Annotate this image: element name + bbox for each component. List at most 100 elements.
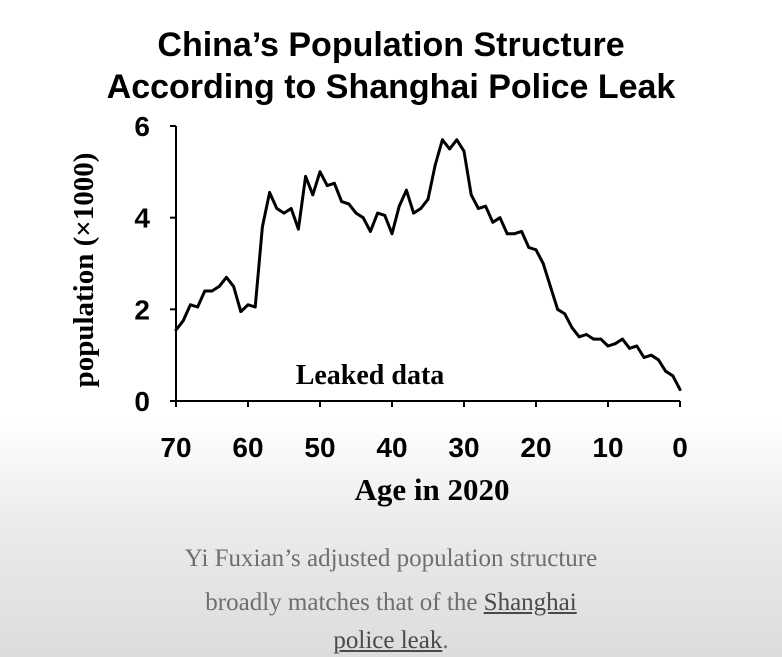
data-point <box>498 216 502 220</box>
data-point <box>635 344 639 348</box>
data-point <box>397 204 401 208</box>
data-point <box>268 191 271 194</box>
data-point <box>340 200 343 204</box>
caption-line-1: Yi Fuxian’s adjusted population structur… <box>184 545 598 572</box>
chart-ticks: 0 2 4 6 70 60 50 40 30 20 10 0 <box>134 111 687 463</box>
data-point <box>657 358 660 362</box>
x-tick-label: 60 <box>232 432 263 463</box>
data-point <box>599 337 603 341</box>
chart-title-line-1: China’s Population Structure <box>157 26 625 64</box>
data-point <box>527 246 531 249</box>
y-tick-label: 0 <box>134 386 150 417</box>
data-point <box>289 207 293 210</box>
x-axis-label: Age in 2020 <box>355 472 510 507</box>
data-point <box>426 197 430 201</box>
data-point <box>664 369 667 373</box>
data-point <box>433 163 437 167</box>
data-point <box>448 147 451 151</box>
data-point <box>217 285 221 288</box>
data-point <box>189 303 192 307</box>
data-point <box>261 225 264 229</box>
data-point <box>174 328 178 332</box>
data-point <box>412 211 415 215</box>
x-tick-label: 10 <box>592 432 623 463</box>
chart-title-line-2: According to Shanghai Police Leak <box>106 68 676 106</box>
data-point <box>484 204 487 208</box>
data-point <box>253 305 257 309</box>
data-point <box>642 356 646 359</box>
data-point <box>534 248 538 252</box>
data-point <box>678 388 682 391</box>
data-point <box>577 335 581 339</box>
data-point <box>613 342 617 346</box>
data-point <box>383 213 387 217</box>
x-tick-label: 70 <box>160 432 191 463</box>
y-tick-label: 4 <box>134 203 150 234</box>
data-point <box>469 193 473 197</box>
data-point <box>325 184 329 187</box>
data-point <box>354 211 358 215</box>
y-tick-label: 2 <box>134 294 150 325</box>
data-point <box>441 138 444 142</box>
caption-line-3: police leak. <box>0 628 782 653</box>
leaked-data-annotation: Leaked data <box>296 360 445 391</box>
data-point <box>585 333 588 336</box>
data-point <box>671 374 675 378</box>
shanghai-link[interactable]: Shanghai <box>483 589 577 616</box>
x-tick-label: 30 <box>448 432 479 463</box>
data-point <box>210 289 214 293</box>
data-point <box>462 149 466 153</box>
caption-period: . <box>442 627 449 654</box>
data-point <box>203 289 207 293</box>
data-point <box>304 175 307 178</box>
x-tick-label: 50 <box>304 432 335 463</box>
data-point <box>318 170 322 174</box>
data-point <box>297 227 300 231</box>
data-point <box>556 307 559 311</box>
data-point <box>405 188 408 192</box>
data-point <box>225 275 228 279</box>
data-point <box>181 319 185 323</box>
data-point <box>361 216 365 220</box>
data-point <box>570 326 574 330</box>
data-point <box>541 262 545 265</box>
data-point <box>333 181 336 185</box>
data-point <box>275 207 279 210</box>
data-point <box>505 232 509 236</box>
police-leak-link[interactable]: police leak <box>333 627 443 654</box>
data-point <box>311 193 315 197</box>
population-line-chart: 0 2 4 6 70 60 50 40 30 20 10 0 Leaked data Age in 2… <box>68 111 688 507</box>
x-tick-label: 20 <box>520 432 551 463</box>
data-point <box>455 138 459 142</box>
y-axis-label: population (×1000) <box>68 153 100 388</box>
data-point <box>628 346 631 350</box>
data-point <box>369 230 372 233</box>
data-point <box>606 344 610 348</box>
data-point <box>239 310 243 314</box>
chart-axes <box>175 126 680 402</box>
data-point <box>563 312 567 316</box>
data-point <box>621 337 624 341</box>
x-tick-label: 40 <box>376 432 407 463</box>
data-point <box>419 207 423 210</box>
data-point <box>477 207 480 210</box>
data-point <box>549 285 552 288</box>
data-point <box>513 232 516 236</box>
data-point <box>491 220 495 224</box>
chart-lines <box>174 138 682 391</box>
data-point <box>390 232 394 236</box>
x-tick-label: 0 <box>672 432 688 463</box>
data-point <box>376 211 379 215</box>
data-point <box>232 285 236 288</box>
caption-text: broadly matches that of the <box>205 589 484 616</box>
data-point <box>246 303 250 307</box>
data-point <box>520 230 523 233</box>
population-series-line <box>174 138 682 391</box>
data-point <box>282 211 286 215</box>
data-point <box>649 353 653 357</box>
data-point <box>196 305 200 309</box>
y-tick-label: 6 <box>134 111 150 142</box>
data-point <box>592 337 595 341</box>
data-point <box>347 202 351 206</box>
caption-line-2: broadly matches that of the Shanghai <box>0 590 782 615</box>
